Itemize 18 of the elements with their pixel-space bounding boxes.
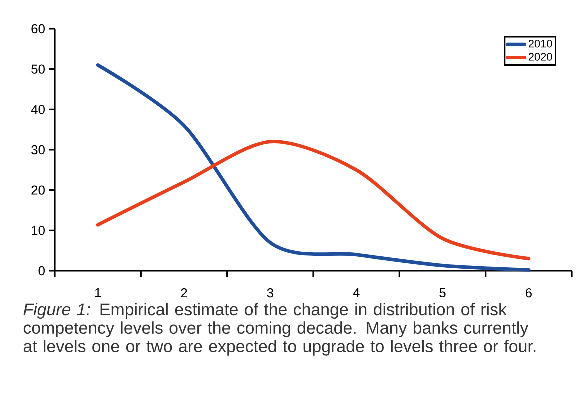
line-series	[96, 64, 531, 272]
x-tick-label: 3	[267, 288, 274, 298]
x-tick-label: 4	[353, 288, 360, 298]
line-series	[96, 140, 531, 261]
x-tick-label: 2	[181, 288, 188, 298]
y-tick-label: 30	[32, 145, 45, 155]
x-tick-label: 6	[526, 288, 532, 298]
y-tick-label: 60	[32, 24, 45, 34]
y-tick-label: 0	[38, 266, 45, 276]
x-tick-label: 5	[440, 288, 446, 298]
x-tick-label: 1	[95, 288, 102, 298]
y-tick-label: 10	[32, 226, 45, 236]
legend-label: 2020	[528, 53, 552, 61]
y-tick-label: 50	[32, 64, 45, 74]
text: Figure 1: Empirical estimate of the change in distribution of risk competency levels over the coming decade. Many banks currently at levels one or two are expected to upgrade to levels three or four.	[24, 303, 536, 356]
y-tick-label: 20	[32, 186, 45, 195]
y-tick-label: 40	[31, 105, 45, 114]
legend-label: 2010	[528, 40, 552, 48]
